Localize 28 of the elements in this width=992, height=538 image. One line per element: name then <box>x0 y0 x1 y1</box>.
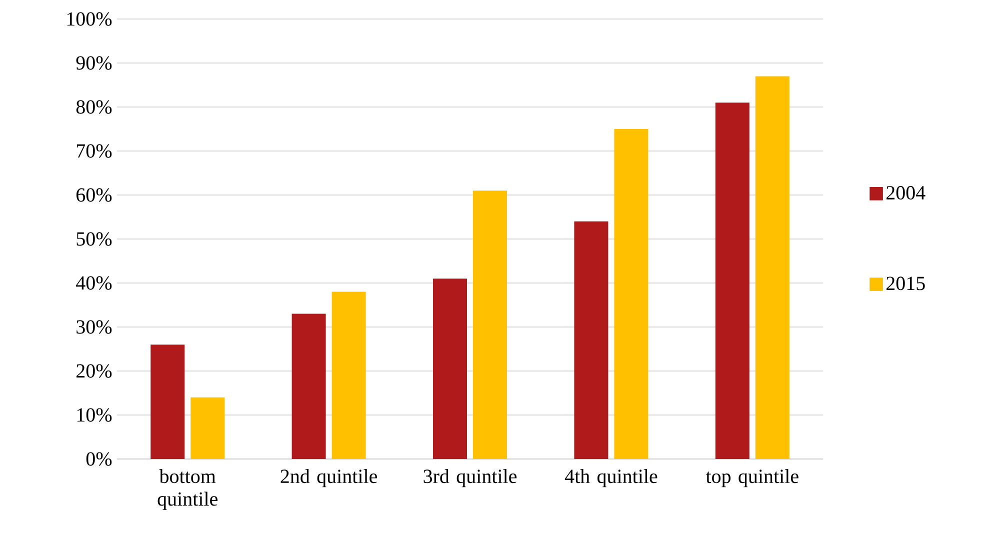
y-tick-label: 20% <box>76 364 112 378</box>
bar <box>190 397 225 459</box>
y-tick-label: 0% <box>86 452 112 466</box>
bar <box>574 221 608 459</box>
y-tick-label: 30% <box>76 320 112 334</box>
x-tick-label: 4th quintile <box>564 469 658 488</box>
bar <box>332 292 366 459</box>
y-tick-label: 70% <box>76 144 112 158</box>
bar <box>755 76 790 459</box>
bar <box>292 314 326 459</box>
legend-label: 2015 <box>886 276 925 290</box>
legend-label: 2004 <box>886 186 926 200</box>
y-tick-label: 10% <box>77 408 112 422</box>
y-tick-label: 60% <box>76 188 112 202</box>
x-tick-label: bottom quintile <box>158 469 218 510</box>
bar <box>150 344 185 459</box>
bar <box>433 278 467 459</box>
y-tick-label: 80% <box>76 100 112 114</box>
y-tick-label: 90% <box>76 56 112 70</box>
y-tick-label: 40% <box>76 276 112 290</box>
x-tick-label: top quintile <box>706 469 798 488</box>
bar <box>473 190 508 459</box>
y-tick-label: 100% <box>67 12 112 26</box>
bar <box>715 102 750 459</box>
x-tick-label: 2nd quintile <box>280 469 377 488</box>
bar <box>614 128 648 459</box>
y-tick-label: 50% <box>76 232 112 246</box>
x-tick-label: 3rd quintile <box>424 469 517 488</box>
